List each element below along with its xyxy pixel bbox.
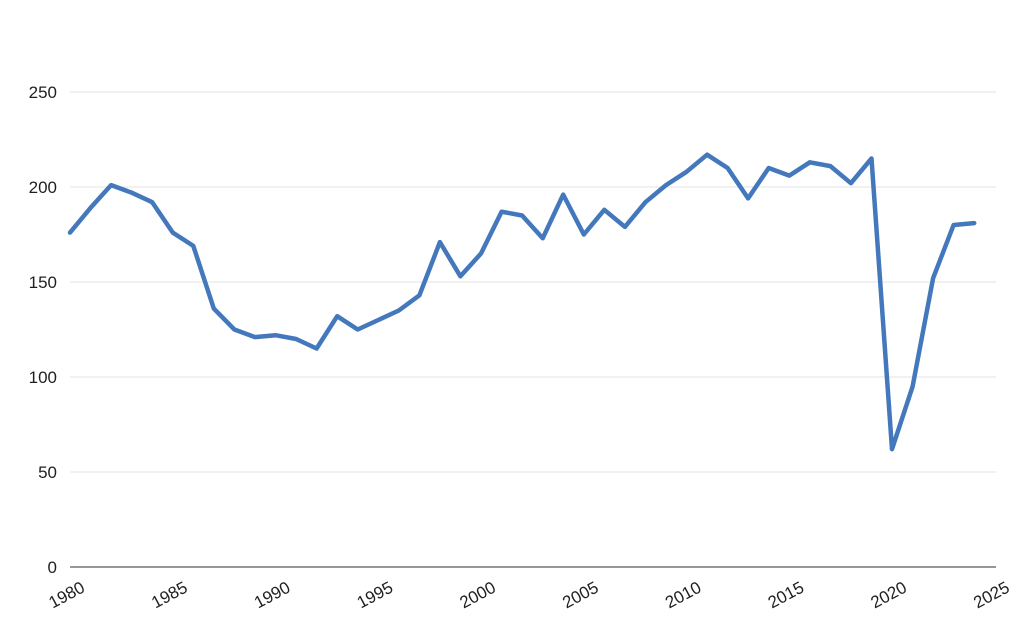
y-axis-tick-label: 150: [29, 273, 57, 292]
x-axis-tick-label: 2025: [970, 578, 1012, 613]
x-axis-tick-label: 2020: [868, 578, 910, 613]
x-axis-tick-label: 2000: [457, 578, 499, 613]
x-axis-tick-label: 1980: [46, 578, 88, 613]
x-axis-tick-label: 2015: [765, 578, 807, 613]
y-axis-tick-label: 0: [48, 558, 57, 577]
y-axis-tick-label: 200: [29, 178, 57, 197]
y-axis-tick-label: 50: [38, 463, 57, 482]
y-axis-tick-label: 250: [29, 83, 57, 102]
x-axis-tick-label: 2005: [559, 578, 601, 613]
x-axis-tick-label: 1995: [354, 578, 396, 613]
x-axis-tick-label: 1990: [251, 578, 293, 613]
data-line-series: [67, 152, 977, 452]
y-axis-tick-label: 100: [29, 368, 57, 387]
x-axis-tick-label: 1985: [148, 578, 190, 613]
x-axis-tick-label: 2010: [662, 578, 704, 613]
